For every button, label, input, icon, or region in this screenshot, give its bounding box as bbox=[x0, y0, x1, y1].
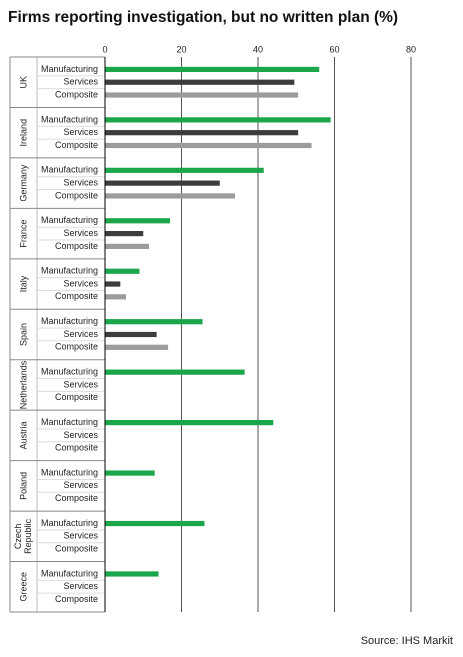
group-label: Greece bbox=[18, 572, 28, 602]
row-label: Services bbox=[63, 480, 98, 490]
group-label: Italy bbox=[18, 275, 28, 292]
row-label: Composite bbox=[55, 443, 98, 453]
group-label: UK bbox=[18, 76, 28, 89]
bar bbox=[105, 369, 245, 375]
row-label: Composite bbox=[55, 594, 98, 604]
group-label: France bbox=[18, 220, 28, 248]
row-label: Composite bbox=[55, 241, 98, 251]
x-tick-label: 40 bbox=[253, 44, 263, 54]
bar bbox=[105, 294, 127, 300]
bar bbox=[105, 193, 236, 199]
bar bbox=[105, 130, 299, 136]
row-label: Composite bbox=[55, 493, 98, 503]
row-label: Manufacturing bbox=[41, 64, 98, 74]
x-tick-label: 0 bbox=[102, 44, 107, 54]
bar bbox=[105, 218, 171, 224]
bar bbox=[105, 281, 121, 287]
source: Source: IHS Markit bbox=[361, 635, 453, 647]
group-label: Spain bbox=[18, 323, 28, 346]
row-label: Services bbox=[63, 127, 98, 137]
bar bbox=[105, 79, 295, 85]
group-label: Netherlands bbox=[18, 360, 28, 409]
row-label: Composite bbox=[55, 89, 98, 99]
bar bbox=[105, 180, 220, 186]
row-label: Manufacturing bbox=[41, 518, 98, 528]
group-label: Austria bbox=[18, 421, 28, 449]
row-label: Services bbox=[63, 581, 98, 591]
bar bbox=[105, 331, 157, 338]
row-label: Composite bbox=[55, 342, 98, 352]
bar bbox=[105, 243, 149, 249]
row-label: Composite bbox=[55, 543, 98, 553]
row-label: Manufacturing bbox=[41, 367, 98, 377]
row-label: Composite bbox=[55, 190, 98, 200]
bar bbox=[105, 571, 159, 577]
chart-title: Firms reporting investigation, but no wr… bbox=[8, 9, 398, 26]
row-label: Manufacturing bbox=[41, 467, 98, 477]
row-label: Manufacturing bbox=[41, 165, 98, 175]
bar bbox=[105, 319, 203, 325]
row-label: Services bbox=[63, 278, 98, 288]
bar bbox=[105, 344, 169, 350]
bar bbox=[105, 92, 299, 98]
row-label: Services bbox=[63, 379, 98, 389]
bar bbox=[105, 268, 140, 274]
bar bbox=[105, 142, 312, 149]
bar bbox=[105, 230, 144, 237]
row-label: Manufacturing bbox=[41, 114, 98, 124]
row-label: Services bbox=[63, 77, 98, 87]
bar bbox=[105, 420, 274, 426]
row-label: Manufacturing bbox=[41, 316, 98, 326]
row-label: Services bbox=[63, 531, 98, 541]
x-tick-label: 80 bbox=[406, 44, 416, 54]
row-label: Manufacturing bbox=[41, 266, 98, 276]
bar bbox=[105, 520, 205, 527]
row-label: Composite bbox=[55, 140, 98, 150]
row-label: Services bbox=[63, 178, 98, 188]
bar bbox=[105, 117, 331, 123]
x-tick-label: 60 bbox=[329, 44, 339, 54]
row-label: Services bbox=[63, 329, 98, 339]
bar bbox=[105, 470, 155, 476]
group-label: Poland bbox=[18, 472, 28, 500]
group-label: Germany bbox=[18, 164, 28, 202]
bar bbox=[105, 167, 264, 173]
row-label: Services bbox=[63, 430, 98, 440]
group-label: Ireland bbox=[18, 119, 28, 147]
row-label: Services bbox=[63, 228, 98, 238]
row-label: Manufacturing bbox=[41, 215, 98, 225]
row-label: Composite bbox=[55, 392, 98, 402]
row-label: Manufacturing bbox=[41, 568, 98, 578]
group-label: CzechRepublic bbox=[13, 518, 33, 554]
bar bbox=[105, 66, 320, 73]
row-label: Composite bbox=[55, 291, 98, 301]
row-label: Manufacturing bbox=[41, 417, 98, 427]
x-tick-label: 20 bbox=[176, 44, 186, 54]
